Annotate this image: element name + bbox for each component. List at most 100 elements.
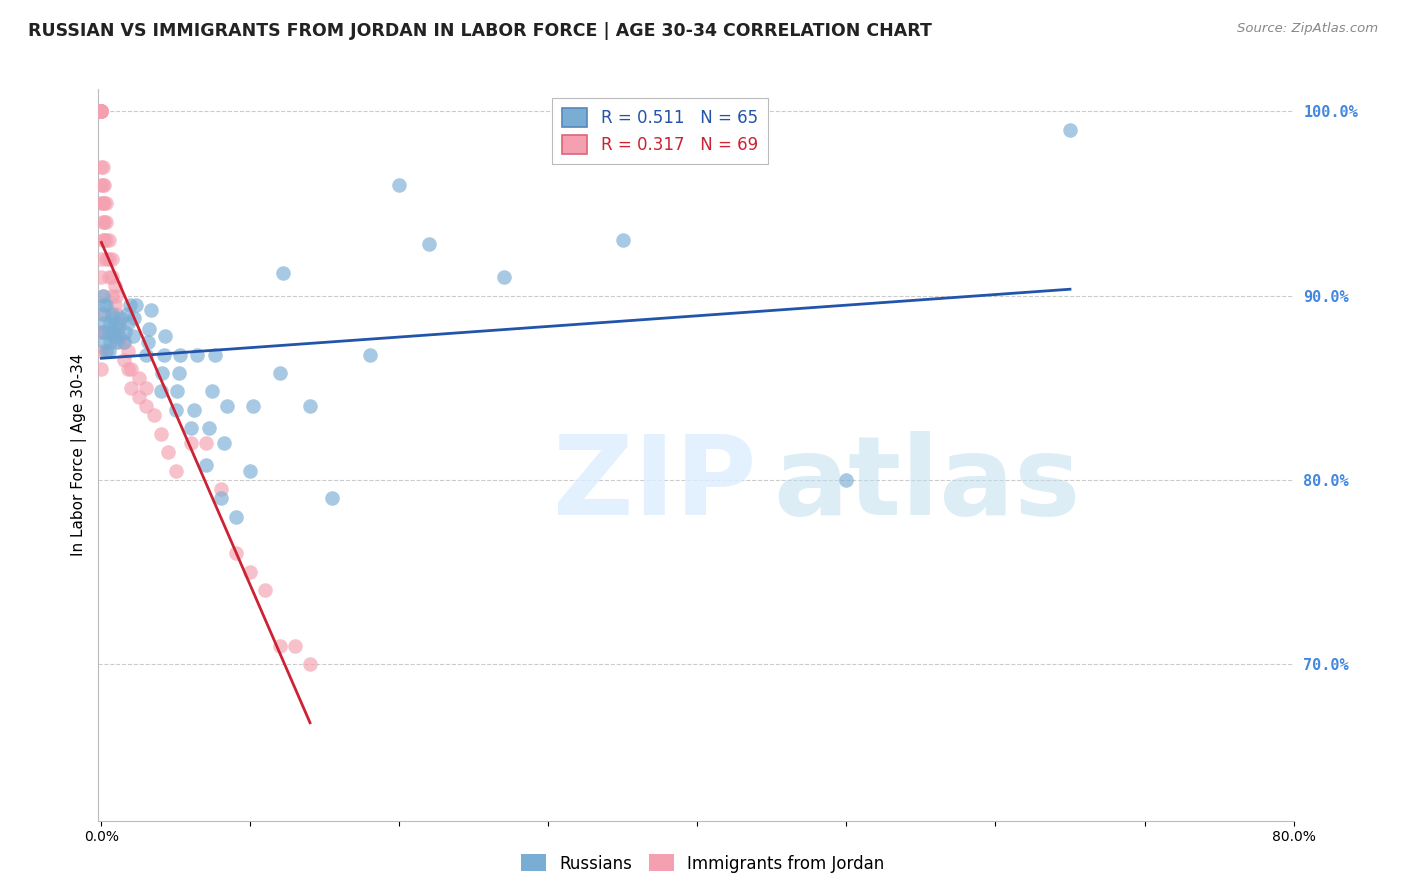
Point	[91, 288, 114, 302]
Point	[98, 316, 121, 330]
Point	[93, 298, 115, 312]
Point	[418, 237, 440, 252]
Point	[204, 347, 226, 361]
Point	[90, 196, 112, 211]
Point	[90, 362, 112, 376]
Point	[269, 639, 291, 653]
Point	[93, 316, 115, 330]
Point	[152, 366, 174, 380]
Point	[90, 104, 112, 119]
Point	[97, 233, 120, 247]
Point	[91, 288, 114, 302]
Point	[114, 326, 136, 340]
Point	[128, 390, 150, 404]
Point	[90, 104, 112, 119]
Legend: Russians, Immigrants from Jordan: Russians, Immigrants from Jordan	[515, 847, 891, 880]
Point	[90, 343, 112, 358]
Point	[284, 639, 307, 653]
Point	[239, 565, 262, 579]
Point	[112, 334, 135, 349]
Point	[112, 353, 135, 368]
Point	[165, 464, 187, 478]
Point	[104, 298, 127, 312]
Point	[271, 267, 294, 281]
Point	[225, 547, 247, 561]
Point	[254, 583, 277, 598]
Point	[388, 178, 411, 192]
Point	[101, 326, 124, 340]
Point	[321, 491, 343, 506]
Point	[117, 343, 139, 358]
Point	[835, 473, 858, 487]
Point	[612, 233, 634, 247]
Point	[94, 343, 117, 358]
Point	[104, 279, 127, 293]
Point	[93, 196, 115, 211]
Point	[93, 178, 115, 192]
Point	[138, 322, 160, 336]
Point	[120, 381, 142, 395]
Point	[93, 334, 115, 349]
Point	[122, 310, 145, 325]
Point	[183, 402, 205, 417]
Point	[124, 298, 146, 312]
Text: Source: ZipAtlas.com: Source: ZipAtlas.com	[1237, 22, 1378, 36]
Point	[107, 322, 129, 336]
Point	[94, 233, 117, 247]
Point	[94, 252, 117, 266]
Point	[91, 196, 114, 211]
Point	[91, 160, 114, 174]
Point	[180, 421, 202, 435]
Point	[108, 334, 131, 349]
Point	[90, 160, 112, 174]
Point	[112, 334, 135, 349]
Point	[101, 288, 124, 302]
Point	[90, 252, 112, 266]
Point	[90, 270, 112, 285]
Point	[492, 270, 515, 285]
Point	[94, 196, 117, 211]
Point	[120, 362, 142, 376]
Point	[136, 334, 159, 349]
Point	[157, 445, 180, 459]
Point	[135, 381, 157, 395]
Point	[91, 178, 114, 192]
Point	[91, 307, 114, 321]
Point	[101, 270, 124, 285]
Point	[94, 343, 117, 358]
Text: ZIP: ZIP	[553, 431, 756, 538]
Text: RUSSIAN VS IMMIGRANTS FROM JORDAN IN LABOR FORCE | AGE 30-34 CORRELATION CHART: RUSSIAN VS IMMIGRANTS FROM JORDAN IN LAB…	[28, 22, 932, 40]
Point	[209, 491, 232, 506]
Point	[105, 307, 128, 321]
Point	[194, 436, 217, 450]
Point	[128, 371, 150, 385]
Point	[90, 104, 112, 119]
Point	[93, 233, 115, 247]
Point	[194, 458, 217, 472]
Point	[108, 316, 131, 330]
Point	[91, 215, 114, 229]
Point	[242, 399, 264, 413]
Point	[167, 366, 190, 380]
Point	[201, 384, 224, 399]
Point	[135, 399, 157, 413]
Point	[97, 343, 120, 358]
Point	[90, 104, 112, 119]
Point	[169, 347, 191, 361]
Point	[142, 409, 165, 423]
Legend: R = 0.511   N = 65, R = 0.317   N = 69: R = 0.511 N = 65, R = 0.317 N = 69	[553, 97, 768, 164]
Point	[91, 233, 114, 247]
Point	[117, 362, 139, 376]
Point	[239, 464, 262, 478]
Point	[94, 298, 117, 312]
Point	[91, 326, 114, 340]
Point	[165, 402, 187, 417]
Point	[91, 307, 114, 321]
Point	[209, 482, 232, 496]
Point	[90, 326, 112, 340]
Point	[180, 436, 202, 450]
Point	[101, 252, 124, 266]
Point	[98, 334, 121, 349]
Point	[117, 316, 139, 330]
Point	[103, 310, 125, 325]
